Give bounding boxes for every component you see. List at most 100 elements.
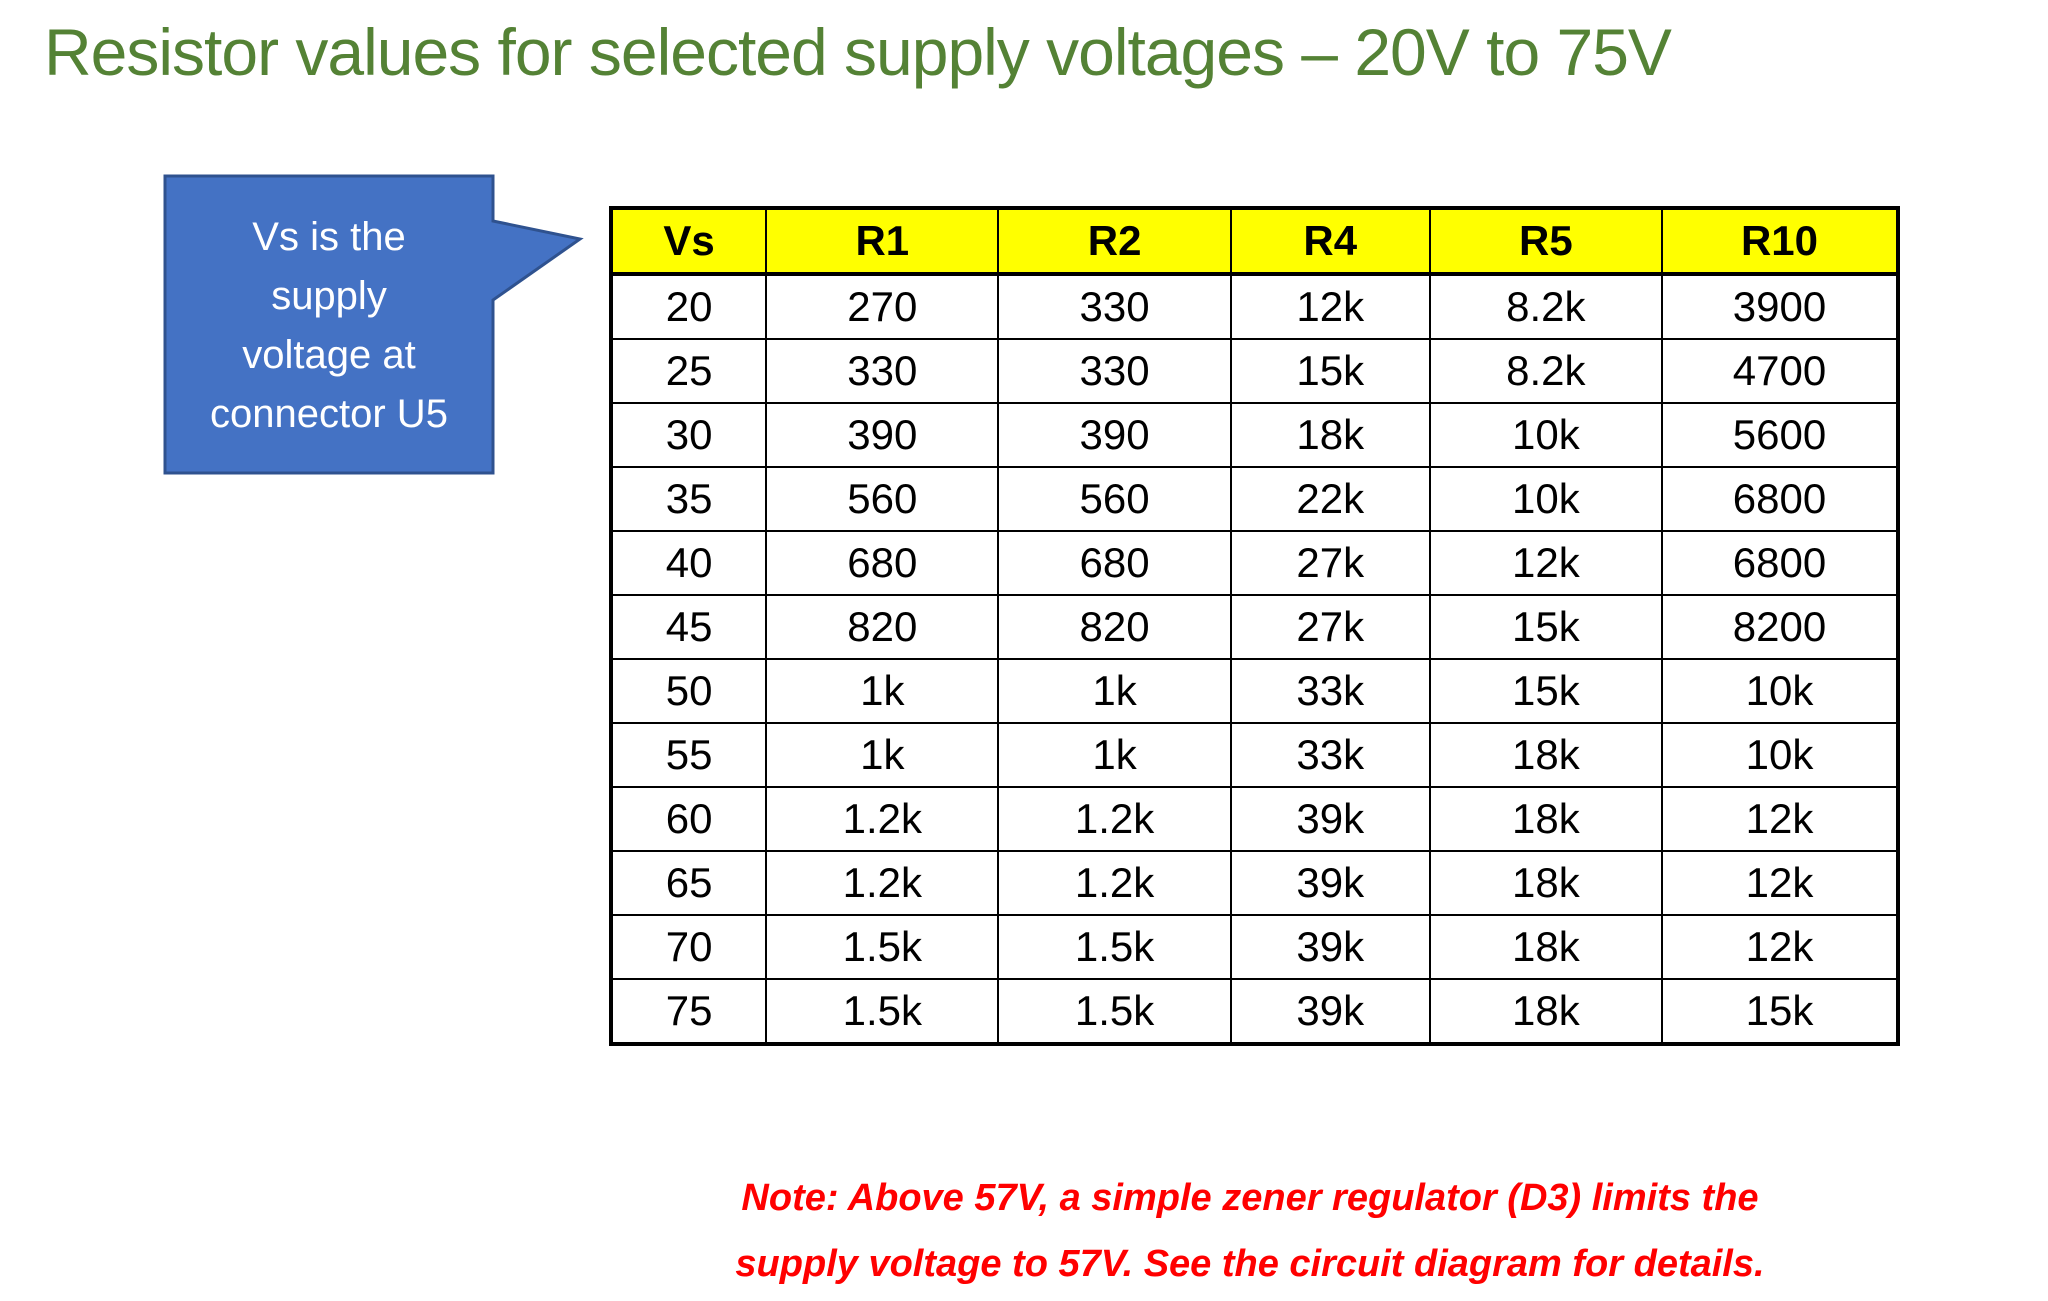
table-cell: 8200 (1661, 594, 1899, 660)
table-row: 55 1k 1k 33k 18k 10k (609, 722, 1899, 788)
table-cell: 1.2k (997, 786, 1232, 852)
table-cell: 330 (765, 338, 1000, 404)
table-cell: 5600 (1661, 402, 1899, 468)
table-cell: 40 (609, 530, 768, 596)
table-cell: 18k (1428, 722, 1664, 788)
table-cell: 12k (1229, 273, 1431, 340)
table-cell: 18k (1428, 914, 1664, 980)
table-cell: 33k (1229, 722, 1431, 788)
table-cell: 560 (997, 466, 1232, 532)
header-cell: R10 (1661, 207, 1899, 276)
header-cell: R1 (765, 207, 1000, 276)
table-cell: 22k (1229, 466, 1431, 532)
header-cell: R5 (1428, 207, 1664, 276)
table-cell: 33k (1229, 658, 1431, 724)
note-line: supply voltage to 57V. See the circuit d… (735, 1243, 1765, 1285)
table-cell: 1k (997, 722, 1232, 788)
table-cell: 10k (1661, 722, 1899, 788)
table-cell: 1.2k (765, 850, 1000, 916)
table-cell: 39k (1229, 850, 1431, 916)
table-cell: 330 (997, 338, 1232, 404)
table-cell: 18k (1428, 850, 1664, 916)
table-cell: 45 (609, 594, 768, 660)
page-title: Resistor values for selected supply volt… (44, 15, 1672, 89)
table-cell: 1.2k (997, 850, 1232, 916)
table-cell: 15k (1428, 658, 1664, 724)
table-cell: 10k (1428, 402, 1664, 468)
table-cell: 1k (765, 658, 1000, 724)
table-cell: 560 (765, 466, 1000, 532)
table-cell: 39k (1229, 978, 1431, 1045)
table-row: 65 1.2k 1.2k 39k 18k 12k (609, 850, 1899, 916)
table-cell: 1.5k (765, 978, 1000, 1045)
table-cell: 3900 (1661, 273, 1899, 340)
table-row: 35 560 560 22k 10k 6800 (609, 466, 1899, 532)
note: Note: Above 57V, a simple zener regulato… (560, 1165, 1940, 1297)
table-cell: 6800 (1661, 466, 1899, 532)
table-cell: 1k (765, 722, 1000, 788)
table-cell: 12k (1661, 850, 1899, 916)
table-cell: 18k (1428, 978, 1664, 1045)
table-cell: 65 (609, 850, 768, 916)
callout-box (163, 174, 584, 475)
table-cell: 1k (997, 658, 1232, 724)
table-row: 45 820 820 27k 15k 8200 (609, 594, 1899, 660)
header-cell: R2 (997, 207, 1232, 276)
table-cell: 25 (609, 338, 768, 404)
table-cell: 1.5k (765, 914, 1000, 980)
table-cell: 12k (1661, 786, 1899, 852)
table-cell: 330 (997, 273, 1232, 340)
table-cell: 820 (765, 594, 1000, 660)
callout-line: voltage at (242, 333, 416, 377)
table-cell: 18k (1229, 402, 1431, 468)
table-cell: 8.2k (1428, 273, 1664, 340)
table-cell: 1.5k (997, 914, 1232, 980)
table-row: 70 1.5k 1.5k 39k 18k 12k (609, 914, 1899, 980)
table-cell: 15k (1428, 594, 1664, 660)
note-line: Note: Above 57V, a simple zener regulato… (741, 1177, 1759, 1219)
table-row: 60 1.2k 1.2k 39k 18k 12k (609, 786, 1899, 852)
table-cell: 12k (1661, 914, 1899, 980)
callout: Vs is the supply voltage at connector U5 (165, 208, 493, 444)
callout-line: Vs is the (252, 215, 406, 259)
header-cell: Vs (609, 207, 768, 276)
table-row: 30 390 390 18k 10k 5600 (609, 402, 1899, 468)
table-cell: 55 (609, 722, 768, 788)
table-cell: 10k (1428, 466, 1664, 532)
table-cell: 35 (609, 466, 768, 532)
header-row: Vs R1 R2 R4 R5 R10 (609, 207, 1899, 276)
table-cell: 390 (765, 402, 1000, 468)
table-cell: 390 (997, 402, 1232, 468)
table-cell: 20 (609, 273, 768, 340)
table-cell: 27k (1229, 594, 1431, 660)
callout-line: supply (271, 274, 387, 318)
table-cell: 680 (765, 530, 1000, 596)
table-cell: 1.5k (997, 978, 1232, 1045)
table-cell: 6800 (1661, 530, 1899, 596)
callout-line: connector U5 (210, 392, 448, 436)
table-cell: 270 (765, 273, 1000, 340)
table-cell: 39k (1229, 786, 1431, 852)
table-cell: 15k (1229, 338, 1431, 404)
table-cell: 15k (1661, 978, 1899, 1045)
header-cell: R4 (1229, 207, 1431, 276)
table-cell: 70 (609, 914, 768, 980)
table-row: 25 330 330 15k 8.2k 4700 (609, 338, 1899, 404)
table-cell: 1.2k (765, 786, 1000, 852)
table-cell: 39k (1229, 914, 1431, 980)
table-cell: 50 (609, 658, 768, 724)
table-cell: 60 (609, 786, 768, 852)
table-cell: 680 (997, 530, 1232, 596)
table-cell: 4700 (1661, 338, 1899, 404)
table-cell: 30 (609, 402, 768, 468)
table-cell: 12k (1428, 530, 1664, 596)
table-cell: 820 (997, 594, 1232, 660)
table-cell: 8.2k (1428, 338, 1664, 404)
table-row: 75 1.5k 1.5k 39k 18k 15k (609, 978, 1899, 1045)
table-row: 40 680 680 27k 12k 6800 (609, 530, 1899, 596)
table-cell: 27k (1229, 530, 1431, 596)
table-cell: 18k (1428, 786, 1664, 852)
table-cell: 10k (1661, 658, 1899, 724)
